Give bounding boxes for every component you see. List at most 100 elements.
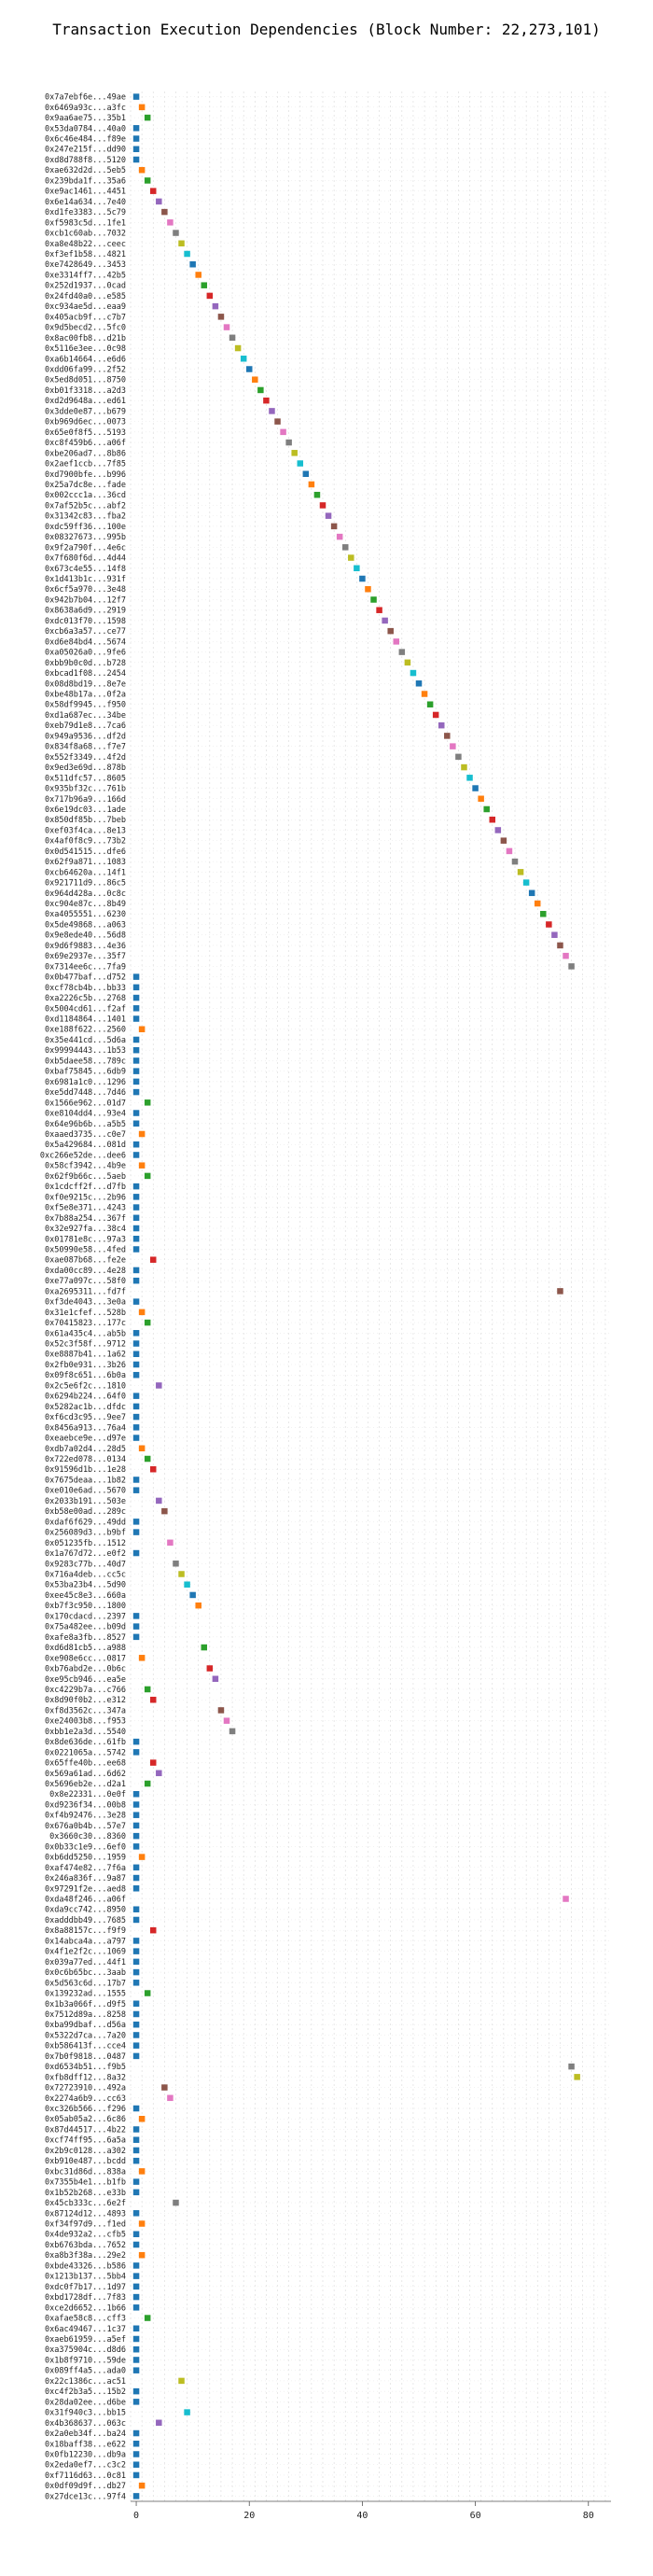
data-point bbox=[494, 827, 502, 833]
data-point bbox=[365, 585, 371, 593]
data-point bbox=[297, 460, 304, 467]
y-tick-label: 0xf0e9215c...2b96 bbox=[45, 1193, 126, 1202]
data-point bbox=[138, 2220, 146, 2227]
data-point bbox=[415, 680, 423, 687]
data-point bbox=[144, 2315, 151, 2321]
y-tick-label: 0x3660c30...8360 bbox=[49, 1832, 126, 1841]
data-point bbox=[156, 1770, 162, 1777]
data-point bbox=[132, 1340, 140, 1347]
y-tick-label: 0x2b9c0128...a302 bbox=[45, 2147, 126, 2156]
data-point bbox=[376, 607, 382, 613]
y-tick-label: 0xb7f3c950...1800 bbox=[45, 1602, 126, 1611]
data-point bbox=[217, 1707, 225, 1714]
y-tick-label: 0x58cf3942...4b9e bbox=[45, 1162, 126, 1171]
data-point bbox=[308, 481, 315, 488]
data-point bbox=[138, 1854, 146, 1860]
data-point bbox=[132, 2052, 140, 2060]
data-point bbox=[398, 649, 406, 655]
y-tick-label: 0x1cdcff2f...d7fb bbox=[45, 1183, 126, 1192]
data-point bbox=[132, 146, 140, 152]
data-point bbox=[132, 1529, 140, 1535]
data-point bbox=[149, 188, 157, 194]
y-tick-label: 0x7355b4e1...b1fb bbox=[45, 2178, 126, 2188]
data-point bbox=[257, 386, 264, 394]
y-tick-label: 0x0221065a...5742 bbox=[45, 1748, 126, 1757]
data-point bbox=[161, 1507, 168, 1515]
y-tick-label: 0xd9236f34...00b8 bbox=[45, 1800, 126, 1810]
data-point bbox=[138, 1309, 146, 1316]
data-point bbox=[528, 889, 535, 897]
data-point bbox=[132, 1183, 140, 1190]
data-point bbox=[483, 805, 490, 813]
data-point bbox=[149, 1256, 157, 1263]
data-point bbox=[132, 1938, 140, 1944]
y-tick-label: 0x9d6f9883...4e36 bbox=[45, 942, 126, 951]
y-tick-label: 0xa2695311...fd7f bbox=[45, 1287, 126, 1296]
data-point bbox=[161, 2084, 168, 2091]
data-point bbox=[201, 1644, 208, 1651]
y-tick-label: 0x4b368637...063c bbox=[45, 2419, 126, 2429]
data-point bbox=[138, 2482, 146, 2489]
data-point bbox=[212, 1675, 219, 1683]
data-point bbox=[223, 1717, 230, 1724]
y-tick-label: 0xae632d2d...5eb5 bbox=[45, 166, 126, 175]
data-point bbox=[132, 1487, 140, 1493]
data-point bbox=[280, 428, 286, 436]
y-tick-label: 0x2c5e6f2c...1810 bbox=[45, 1381, 126, 1391]
y-tick-label: 0xeb79d1e8...7ca6 bbox=[45, 721, 126, 731]
y-tick-label: 0x8456a913...76a4 bbox=[45, 1423, 126, 1433]
y-tick-label: 0x1566e962...01d7 bbox=[45, 1099, 126, 1108]
data-point bbox=[387, 627, 394, 635]
data-point bbox=[132, 1832, 140, 1840]
y-tick-label: 0x5116e3ee...0c98 bbox=[45, 344, 126, 354]
data-point bbox=[132, 2387, 140, 2395]
y-tick-label: 0x6469a93c...a3fc bbox=[45, 104, 126, 113]
y-tick-label: 0x717b96a9...166d bbox=[45, 795, 126, 805]
y-tick-label: 0x5282ac1b...dfdc bbox=[45, 1403, 126, 1412]
data-point bbox=[563, 952, 569, 959]
data-point bbox=[568, 2063, 575, 2070]
data-point bbox=[132, 1298, 140, 1305]
data-point bbox=[132, 2451, 140, 2457]
x-axis: 0 20 40 60 80 bbox=[131, 2500, 611, 2521]
data-point bbox=[132, 2189, 140, 2196]
data-point bbox=[144, 177, 151, 184]
data-point bbox=[563, 1896, 569, 1902]
y-tick-label: 0xe77a097c...58f0 bbox=[45, 1277, 126, 1286]
data-point bbox=[144, 1099, 151, 1106]
data-point bbox=[132, 1046, 140, 1054]
y-tick-label: 0xa375904c...d8d6 bbox=[45, 2345, 126, 2355]
y-tick-label: 0xbd1728df...7f83 bbox=[45, 2293, 126, 2303]
data-point bbox=[132, 2010, 140, 2018]
data-point bbox=[132, 1225, 140, 1232]
y-tick-label: 0x170cdacd...2397 bbox=[45, 1612, 126, 1621]
data-point bbox=[144, 114, 151, 121]
y-tick-label: 0x45cb333c...6e2f bbox=[45, 2199, 126, 2208]
data-point bbox=[149, 1696, 157, 1703]
y-tick-label: 0x964d428a...0c8c bbox=[45, 889, 126, 899]
y-tick-label: 0x35e441cd...5d6a bbox=[45, 1036, 126, 1045]
y-tick-label: 0xc8f459b6...a06f bbox=[45, 439, 126, 448]
data-point bbox=[132, 1403, 140, 1410]
y-tick-label: 0xd8d788f8...5120 bbox=[45, 156, 126, 165]
y-tick-label: 0x3dde0e87...b679 bbox=[45, 407, 126, 416]
data-point bbox=[132, 1519, 140, 1525]
y-tick-label: 0x2fb0e931...3b26 bbox=[45, 1361, 126, 1370]
data-point bbox=[132, 1549, 140, 1557]
data-point bbox=[336, 533, 343, 540]
y-tick-label: 0xdaf6f629...49dd bbox=[45, 1518, 126, 1527]
data-point bbox=[568, 963, 575, 970]
y-tick-label: 0x0b33c1e9...6ef0 bbox=[45, 1842, 126, 1852]
y-tick-label: 0x5ed8d051...8750 bbox=[45, 376, 126, 385]
data-point bbox=[138, 1162, 146, 1169]
y-tick-label: 0xa05026a0...9fe6 bbox=[45, 649, 126, 658]
data-point bbox=[138, 2168, 146, 2175]
data-point bbox=[132, 973, 140, 980]
y-tick-label: 0xeaebce9e...d97e bbox=[45, 1435, 126, 1444]
y-tick-label: 0x7b0f9818...0487 bbox=[45, 2052, 126, 2062]
data-point bbox=[132, 1822, 140, 1829]
data-point bbox=[132, 2461, 140, 2468]
data-point bbox=[132, 2293, 140, 2301]
y-tick-label: 0x7b88a254...367f bbox=[45, 1214, 126, 1224]
y-tick-label: 0x8638a6d9...2919 bbox=[45, 607, 126, 616]
